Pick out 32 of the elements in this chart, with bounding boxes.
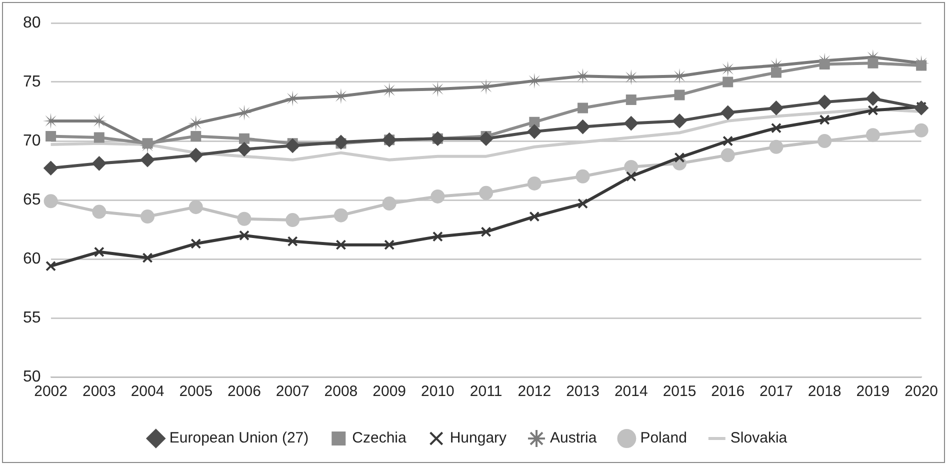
y-tick-label: 55	[23, 309, 41, 326]
x-tick-label: 2018	[808, 383, 842, 400]
x-tick-label: 2017	[760, 383, 793, 400]
y-tick-label: 80	[23, 14, 41, 32]
y-tick-label: 60	[23, 250, 41, 268]
x-tick-label: 2013	[566, 383, 600, 400]
x-tick-label: 2003	[82, 383, 116, 400]
x-tick-label: 2002	[34, 383, 68, 400]
x-tick-label: 2015	[662, 383, 696, 400]
x-tick-label: 2011	[470, 383, 502, 400]
x-tick-label: 2005	[179, 383, 213, 400]
x-tick-label: 2014	[614, 383, 648, 400]
legend-label: Czechia	[352, 430, 407, 447]
y-tick-label: 50	[23, 368, 41, 386]
x-tick-label: 2016	[711, 383, 745, 400]
x-tick-label: 2012	[518, 383, 552, 400]
x-tick-label: 2006	[228, 383, 261, 400]
legend-label: Hungary	[450, 430, 508, 447]
legend-label: Slovakia	[730, 430, 788, 447]
y-tick-label: 65	[23, 191, 41, 208]
legend-label: Austria	[550, 430, 598, 447]
x-tick-label: 2010	[421, 383, 454, 400]
y-tick-label: 75	[23, 73, 41, 90]
x-tick-label: 2019	[856, 383, 890, 400]
legend-label: Poland	[640, 430, 687, 447]
x-tick-label: 2008	[324, 383, 358, 400]
x-tick-label: 2007	[276, 383, 310, 400]
y-tick-label: 70	[23, 132, 41, 150]
x-tick-label: 2004	[130, 383, 164, 400]
x-tick-label: 2009	[372, 383, 406, 400]
x-tick-label: 2020	[904, 383, 938, 400]
legend-label: European Union (27)	[169, 430, 309, 447]
